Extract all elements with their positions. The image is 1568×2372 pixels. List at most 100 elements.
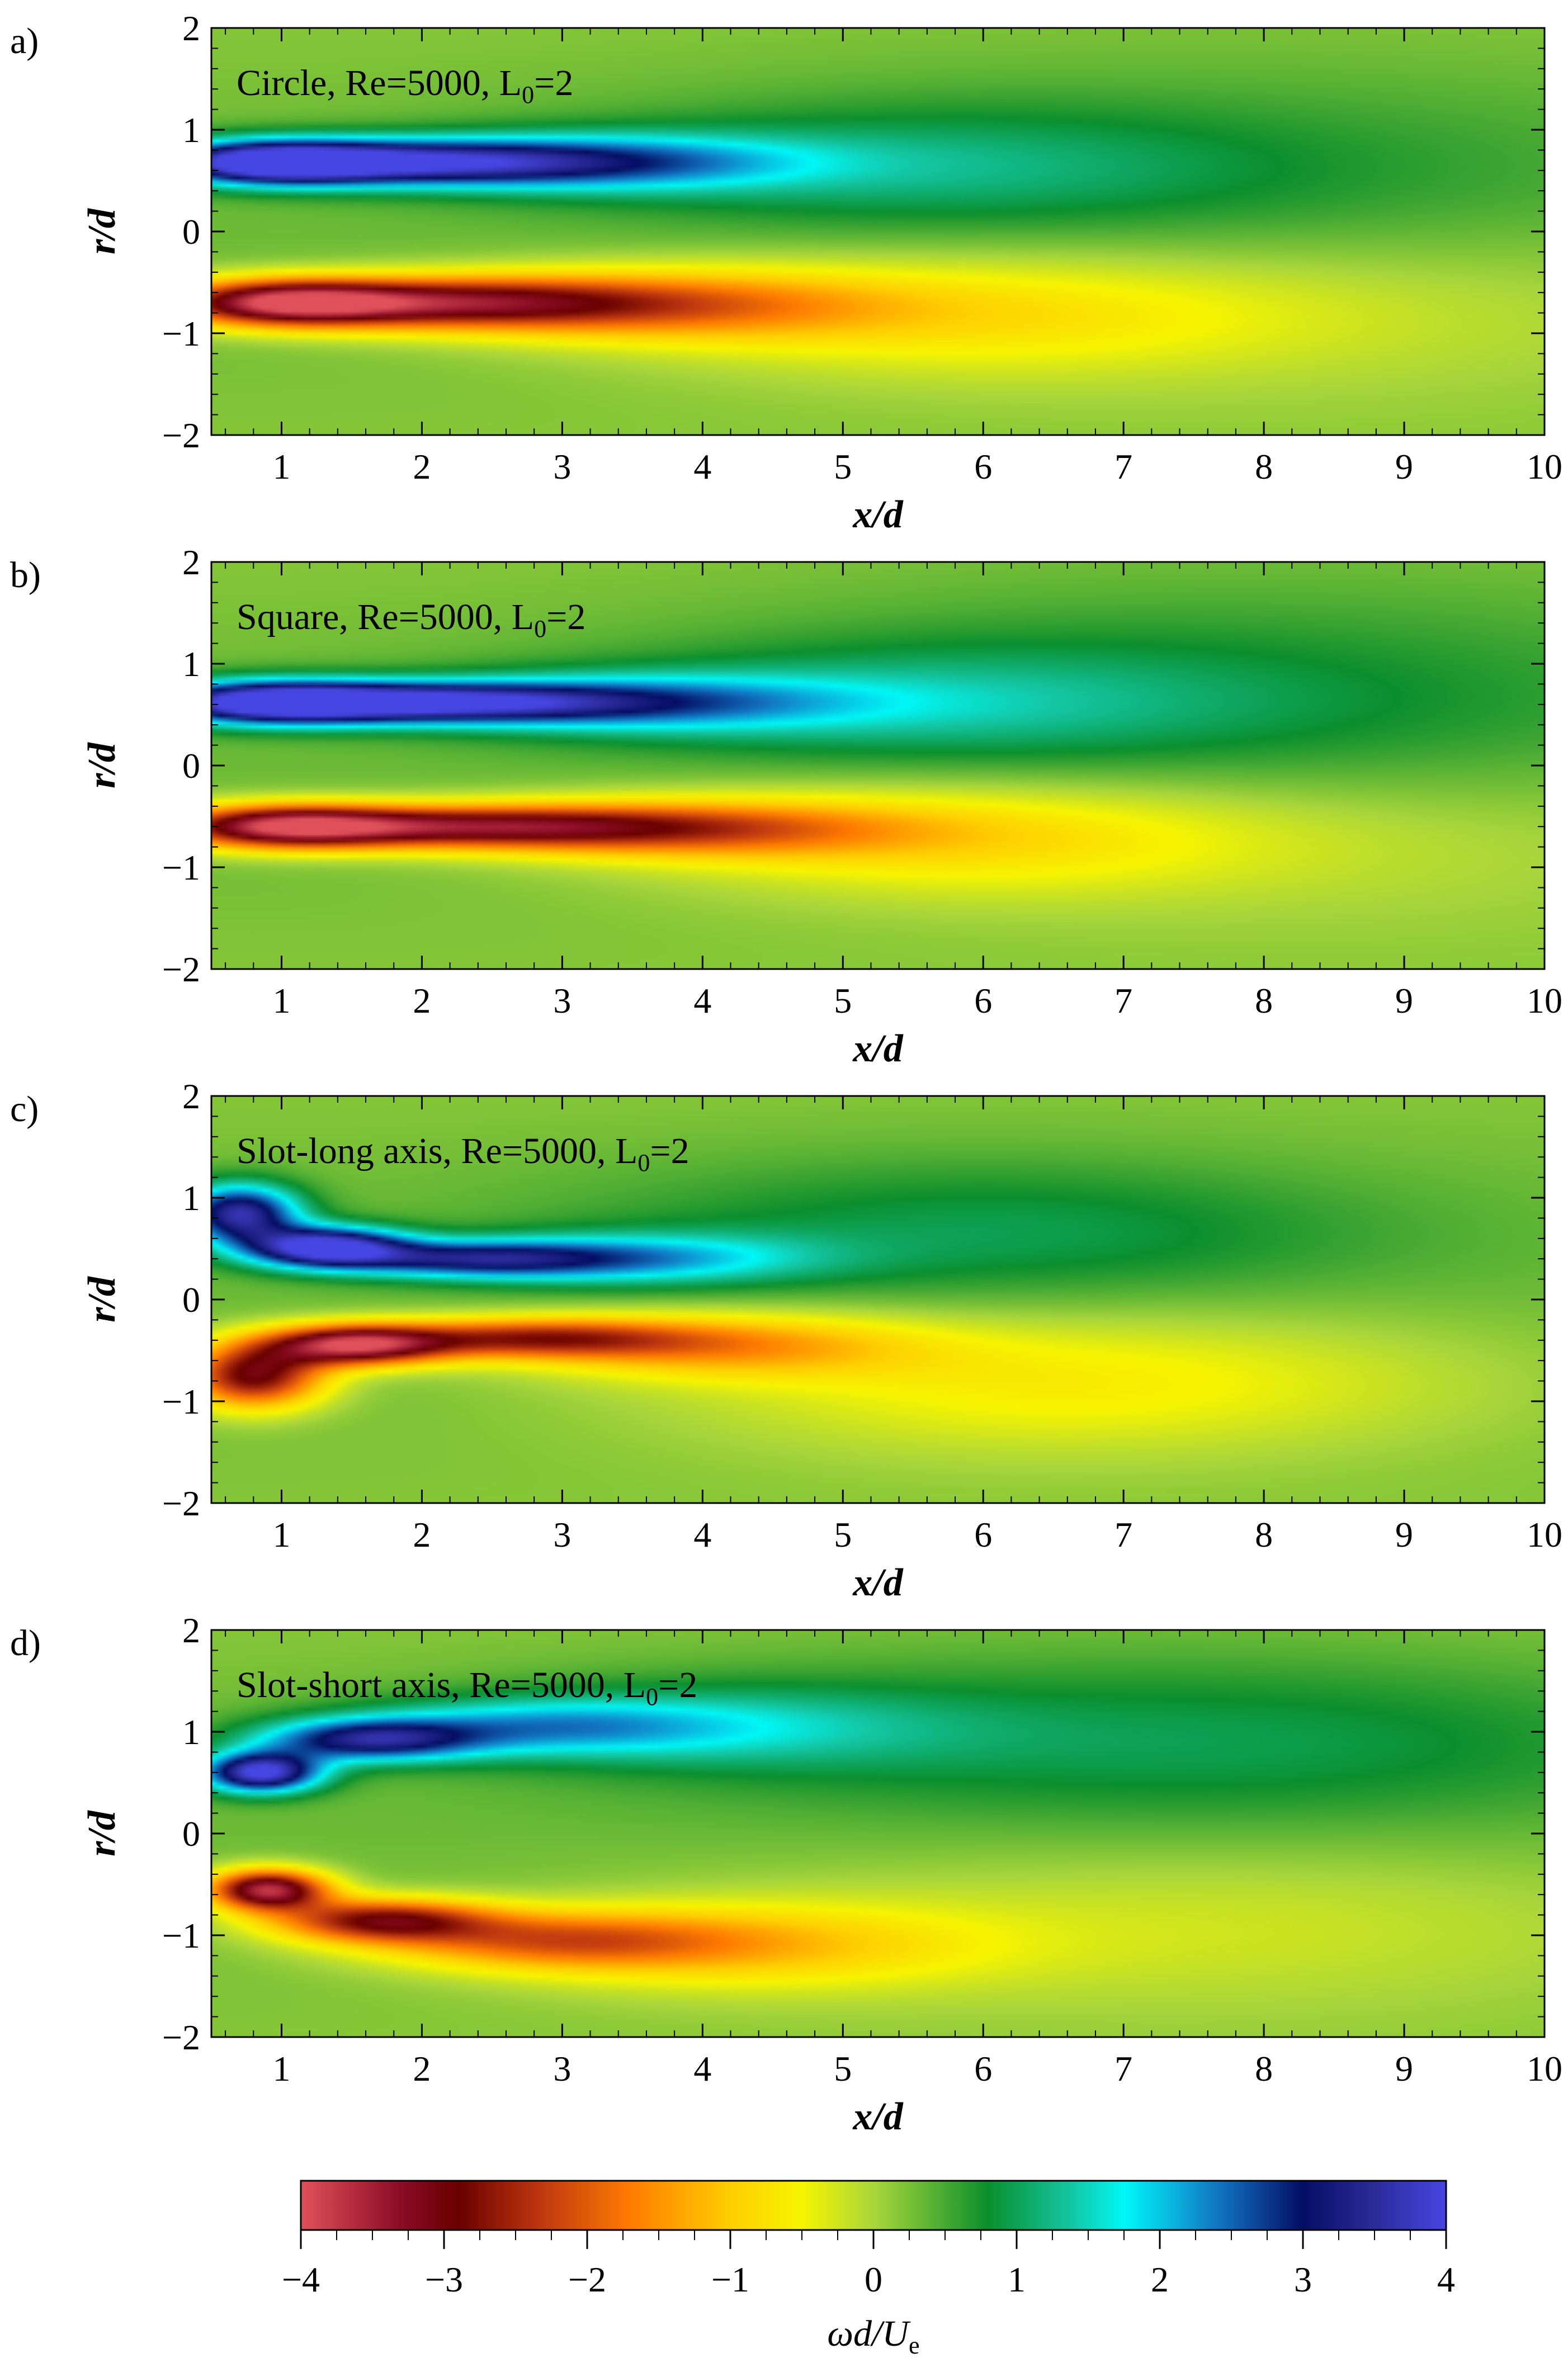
panel-title-subscript: 0 [637,1149,650,1176]
panel-c: 1 2 3 4 5 6 7 8 9 10 −2 −1 0 1 2 x/d r/d c) Slot-long axis… [10,1076,1562,1604]
panel-title-text: Slot-short axis, Re=5000, L [237,1665,646,1705]
y-tick-label: 0 [182,746,200,786]
x-tick-label: 7 [1114,981,1132,1020]
panel-d: 1 2 3 4 5 6 7 8 9 10 −2 −1 0 1 2 x/d r/d d) Slot-short axi… [10,1610,1562,2138]
y-axis-label: r/d [81,1276,124,1322]
vorticity-field [211,28,1545,435]
panel-title-suffix: =2 [546,597,585,637]
colorbar-gradient [301,2181,1446,2230]
x-tick-label: 8 [1255,447,1273,486]
y-tick-label: −2 [162,949,200,989]
x-tick-label: 6 [974,1515,992,1554]
x-tick-label: 1 [272,447,290,486]
panel-title: Circle, Re=5000, L0=2 [237,63,573,108]
colorbar-label-text: ωd/U [827,2313,911,2354]
y-tick-label: −2 [162,1483,200,1523]
x-tick-label: 2 [413,2049,431,2089]
x-axis-label: x/d [852,1561,903,1604]
panel-label: c) [10,1089,39,1130]
x-tick-label: 6 [974,2049,992,2089]
y-tick-label: −2 [162,415,200,455]
colorbar-tick-label: −2 [568,2260,606,2299]
x-axis-label: x/d [852,1027,903,1070]
vorticity-field [211,1096,1545,1503]
x-tick-label: 9 [1395,1515,1413,1554]
y-tick-label: 1 [182,110,200,150]
y-tick-label: −1 [162,314,200,353]
colorbar-tick-label: 4 [1437,2260,1455,2299]
colorbar-label: ωd/Ue [827,2313,919,2359]
x-tick-label: 9 [1395,2049,1413,2089]
x-tick-label: 3 [553,981,571,1020]
x-tick-label: 3 [553,447,571,486]
panel-label: b) [10,555,41,596]
y-axis-label: r/d [81,208,124,254]
panel-title: Slot-short axis, Re=5000, L0=2 [237,1665,697,1711]
x-tick-label: 5 [834,981,852,1020]
y-tick-label: 2 [182,1610,200,1650]
x-tick-label: 1 [272,981,290,1020]
y-tick-label: −1 [162,848,200,887]
x-tick-label: 4 [693,981,711,1020]
panel-title-subscript: 0 [646,1683,658,1711]
panel-label: a) [10,21,39,62]
panel-title-text: Square, Re=5000, L [237,597,534,637]
x-tick-label: 1 [272,1515,290,1554]
x-tick-label: 4 [693,1515,711,1554]
x-tick-label: 10 [1527,447,1562,486]
x-tick-label: 8 [1255,981,1273,1020]
y-tick-label: 1 [182,1178,200,1218]
panel-title: Slot-long axis, Re=5000, L0=2 [237,1131,689,1176]
y-tick-label: 0 [182,1814,200,1854]
panel-title-subscript: 0 [534,615,546,642]
colorbar-tick-label: −3 [425,2260,463,2299]
x-tick-label: 5 [834,2049,852,2089]
colorbar-tick-label: −4 [282,2260,320,2299]
vorticity-field [211,1630,1545,2037]
x-tick-label: 7 [1114,1515,1132,1554]
x-tick-label: 10 [1527,2049,1562,2089]
vorticity-field [211,562,1545,969]
y-axis-label: r/d [81,742,124,788]
colorbar-tick-label: −1 [711,2260,749,2299]
x-tick-label: 3 [553,1515,571,1554]
panel-title-suffix: =2 [650,1131,689,1171]
x-axis-label: x/d [852,493,903,536]
y-tick-label: −1 [162,1916,200,1955]
y-tick-label: −1 [162,1382,200,1421]
y-tick-label: −2 [162,2017,200,2057]
x-tick-label: 8 [1255,1515,1273,1554]
x-tick-label: 9 [1395,981,1413,1020]
colorbar-label-subscript: e [909,2332,920,2359]
y-tick-label: 1 [182,644,200,684]
y-tick-label: 1 [182,1712,200,1752]
colorbar-tick-label: 2 [1151,2260,1169,2299]
panel-title-subscript: 0 [522,81,534,108]
panel-b: 1 2 3 4 5 6 7 8 9 10 −2 −1 0 1 2 x/d r/d b) Square, Re=500… [10,542,1562,1070]
x-tick-label: 7 [1114,447,1132,486]
x-tick-label: 2 [413,981,431,1020]
y-tick-label: 0 [182,212,200,252]
x-tick-label: 3 [553,2049,571,2089]
colorbar-tick-label: 0 [865,2260,882,2299]
y-tick-label: 2 [182,8,200,48]
x-tick-label: 2 [413,447,431,486]
panel-a: 1 2 3 4 5 6 7 8 9 10 −2 −1 0 1 2 x/d r/d a) Circle, Re=500… [10,8,1562,536]
panel-title-text: Circle, Re=5000, L [237,63,522,103]
y-axis-label: r/d [81,1810,124,1856]
panel-title-text: Slot-long axis, Re=5000, L [237,1131,637,1171]
x-tick-label: 2 [413,1515,431,1554]
x-tick-label: 6 [974,447,992,486]
x-tick-label: 5 [834,447,852,486]
x-tick-label: 1 [272,2049,290,2089]
y-tick-label: 2 [182,542,200,582]
colorbar: −4 −3 −2 −1 0 1 2 3 4 ωd/Ue [282,2180,1455,2359]
y-tick-label: 0 [182,1280,200,1320]
x-tick-label: 4 [693,2049,711,2089]
x-tick-label: 8 [1255,2049,1273,2089]
x-tick-label: 5 [834,1515,852,1554]
x-tick-label: 9 [1395,447,1413,486]
x-tick-label: 4 [693,447,711,486]
